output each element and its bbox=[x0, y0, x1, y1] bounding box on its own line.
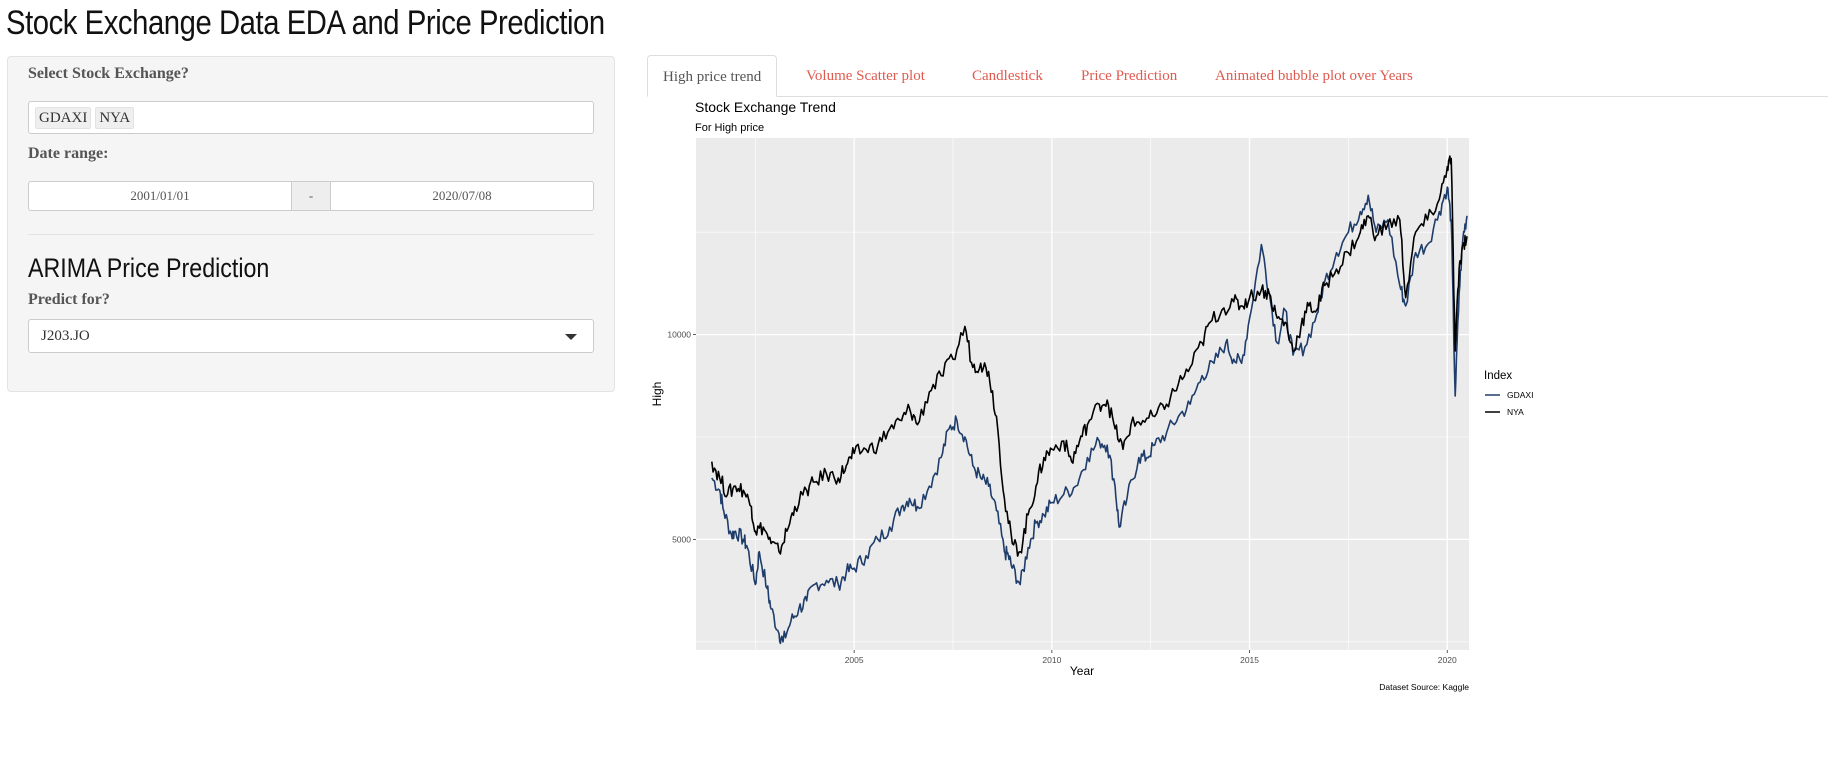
x-axis-label: Year bbox=[1070, 664, 1094, 678]
exchange-chip-gdaxi[interactable]: GDAXI bbox=[35, 106, 92, 129]
x-tick-label: 2005 bbox=[845, 655, 864, 665]
select-exchange-label: Select Stock Exchange? bbox=[28, 65, 189, 82]
exchange-multiselect[interactable]: GDAXI NYA bbox=[28, 101, 594, 134]
y-tick-label: 10000 bbox=[667, 330, 691, 340]
tab-price-prediction[interactable]: Price Prediction bbox=[1081, 68, 1178, 84]
chart-title: Stock Exchange Trend bbox=[695, 99, 836, 115]
page-title: Stock Exchange Data EDA and Price Predic… bbox=[6, 4, 605, 42]
chart-legend: Index GDAXI NYA bbox=[1484, 370, 1533, 417]
sidebar-panel: Select Stock Exchange? GDAXI NYA Date ra… bbox=[7, 56, 615, 392]
tab-bar: High price trend Volume Scatter plot Can… bbox=[647, 55, 1828, 97]
exchange-chip-nya[interactable]: NYA bbox=[95, 106, 135, 129]
chart-subtitle: For High price bbox=[695, 122, 764, 134]
arima-section-title: ARIMA Price Prediction bbox=[28, 253, 270, 283]
chart-caption: Dataset Source: Kaggle bbox=[1379, 682, 1469, 692]
legend-title: Index bbox=[1484, 370, 1512, 382]
y-axis-label: High bbox=[650, 382, 664, 407]
predict-for-value: J203.JO bbox=[41, 328, 90, 344]
predict-for-label: Predict for? bbox=[28, 291, 110, 308]
plot-panel bbox=[696, 138, 1469, 650]
x-tick-label: 2010 bbox=[1042, 655, 1061, 665]
series-line-nya bbox=[711, 155, 1468, 557]
x-tick-label: 2015 bbox=[1240, 655, 1259, 665]
y-tick-label: 5000 bbox=[672, 534, 691, 544]
sidebar-divider bbox=[28, 234, 594, 235]
end-date-input[interactable]: 2020/07/08 bbox=[330, 181, 594, 211]
tab-animated-bubble-plot[interactable]: Animated bubble plot over Years bbox=[1215, 68, 1413, 84]
tab-candlestick[interactable]: Candlestick bbox=[972, 68, 1043, 84]
chevron-down-icon[interactable] bbox=[565, 334, 577, 340]
x-tick-label: 2020 bbox=[1438, 655, 1457, 665]
legend-label-gdaxi: GDAXI bbox=[1507, 390, 1533, 400]
high-price-trend-chart: Stock Exchange Trend For High price 2005… bbox=[650, 99, 1533, 692]
start-date-input[interactable]: 2001/01/01 bbox=[28, 181, 292, 211]
date-range-label: Date range: bbox=[28, 145, 109, 162]
date-separator: - bbox=[292, 181, 330, 211]
predict-for-select[interactable]: J203.JO bbox=[28, 319, 594, 353]
tab-high-price-trend[interactable]: High price trend bbox=[647, 55, 778, 97]
legend-label-nya: NYA bbox=[1507, 407, 1524, 417]
tab-volume-scatter-plot[interactable]: Volume Scatter plot bbox=[806, 68, 925, 84]
series-line-gdaxi bbox=[711, 186, 1468, 645]
date-range-input: 2001/01/01 - 2020/07/08 bbox=[28, 181, 594, 211]
